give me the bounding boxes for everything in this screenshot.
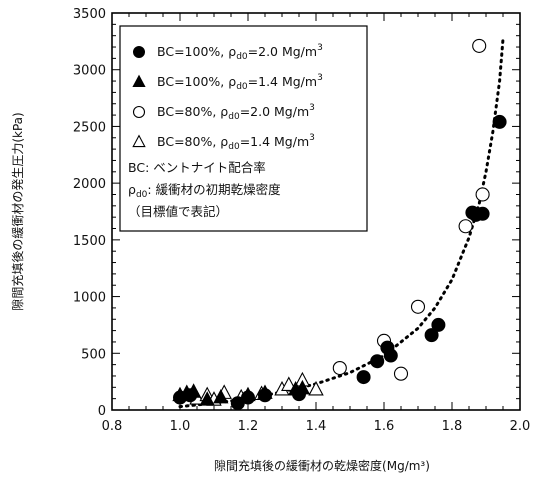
y-tick-label: 1000 bbox=[73, 291, 106, 306]
y-tick-label: 2000 bbox=[73, 177, 106, 192]
x-tick-label: 1.2 bbox=[238, 419, 259, 434]
axis-titles: 隙間充填後の緩衝材の乾燥密度(Mg/m³) 隙間充填後の緩衝材の発生圧力(kPa) bbox=[10, 112, 430, 473]
legend-label-rho-sub: d0 bbox=[228, 142, 240, 152]
plot-marks bbox=[172, 37, 507, 411]
legend-label-value: =1.4 Mg/m bbox=[240, 134, 309, 149]
data-point-filled-triangle bbox=[199, 391, 215, 406]
x-tick-label: 1.4 bbox=[306, 419, 327, 434]
legend-label-prefix: BC=100%, bbox=[157, 74, 228, 89]
legend-label-rho: ρ bbox=[220, 104, 228, 119]
note-bc: BC: ベントナイト配合率 bbox=[128, 160, 266, 175]
legend-label-rho-sub: d0 bbox=[228, 112, 240, 122]
legend-label-value: =2.0 Mg/m bbox=[240, 104, 309, 119]
legend-note: BC: ベントナイト配合率 bbox=[128, 160, 266, 175]
legend-label: BC=100%, ρd0=1.4 Mg/m3 bbox=[157, 73, 323, 92]
y-tick-label: 1500 bbox=[73, 234, 106, 249]
data-point-open-circle bbox=[475, 187, 490, 202]
legend-label: BC=80%, ρd0=1.4 Mg/m3 bbox=[157, 133, 315, 152]
legend-label: BC=100%, ρd0=2.0 Mg/m3 bbox=[157, 43, 323, 62]
legend-label-sup: 3 bbox=[309, 133, 315, 143]
data-point-filled-circle bbox=[475, 206, 490, 221]
legend-box bbox=[119, 25, 368, 232]
legend-note: （目標値で表記） bbox=[128, 204, 228, 219]
legend-label-value: =1.4 Mg/m bbox=[248, 74, 317, 89]
data-point-filled-circle bbox=[431, 317, 446, 332]
legend-note: ρd0: 緩衝材の初期乾燥密度 bbox=[128, 182, 281, 200]
legend-marker-open-circle bbox=[132, 105, 146, 119]
data-point-filled-circle bbox=[424, 328, 439, 343]
y-tick-label: 0 bbox=[98, 404, 106, 419]
data-point-open-circle bbox=[393, 366, 409, 381]
data-point-open-circle bbox=[332, 360, 347, 376]
legend-label-prefix: BC=100%, bbox=[157, 44, 228, 59]
data-point-filled-triangle bbox=[213, 388, 229, 404]
legend-label-rho: ρ bbox=[228, 44, 236, 59]
data-point-filled-circle bbox=[292, 387, 306, 402]
note-target: （目標値で表記） bbox=[128, 204, 228, 219]
legend-marker-open-triangle bbox=[132, 134, 146, 148]
data-point-open-triangle bbox=[308, 380, 324, 396]
legend-label-rho-sub: d0 bbox=[236, 82, 248, 92]
x-tick-label: 1.8 bbox=[442, 419, 463, 434]
note-rho-text: : 緩衝材の初期乾燥密度 bbox=[147, 182, 281, 197]
legend-marker-filled-triangle bbox=[132, 74, 146, 88]
legend-label-sup: 3 bbox=[317, 73, 323, 83]
data-point-filled-circle bbox=[492, 114, 507, 129]
note-rho: ρ bbox=[128, 182, 136, 197]
data-point-open-triangle bbox=[281, 376, 297, 391]
legend-label-prefix: BC=80%, bbox=[157, 134, 220, 149]
legend-label-rho: ρ bbox=[228, 74, 236, 89]
note-rho-sub: d0 bbox=[136, 190, 148, 200]
data-point-filled-circle bbox=[370, 354, 385, 369]
y-tick-label: 3000 bbox=[73, 64, 106, 79]
legend-label-rho: ρ bbox=[220, 134, 228, 149]
data-point-filled-circle bbox=[383, 348, 398, 363]
x-tick-label: 0.8 bbox=[102, 419, 123, 434]
legend-label-rho-sub: d0 bbox=[236, 52, 248, 62]
legend-marker-filled-circle bbox=[133, 46, 145, 58]
y-tick-label: 500 bbox=[81, 347, 106, 362]
data-point-filled-circle bbox=[183, 388, 198, 403]
plot-axes: 0.8 1.0 1.2 1.4 1.6 1.8 2.0 0 500 1000 1500 2000 250… bbox=[73, 7, 530, 434]
legend-label-value: =2.0 Mg/m bbox=[248, 44, 317, 59]
data-point-open-circle bbox=[458, 219, 473, 234]
x-axis-title: 隙間充填後の緩衝材の乾燥密度(Mg/m³) bbox=[214, 458, 430, 473]
legend-label: BC=80%, ρd0=2.0 Mg/m3 bbox=[157, 103, 315, 122]
x-tick-label: 1.6 bbox=[374, 419, 395, 434]
legend-label-prefix: BC=80%, bbox=[157, 104, 220, 119]
data-point-open-circle bbox=[472, 38, 487, 53]
y-tick-label: 3500 bbox=[73, 7, 106, 22]
y-axis-title: 隙間充填後の緩衝材の発生圧力(kPa) bbox=[10, 112, 25, 310]
legend-label-sup: 3 bbox=[317, 43, 323, 53]
x-tick-label: 1.0 bbox=[170, 419, 191, 434]
data-point-filled-circle bbox=[258, 388, 272, 403]
data-point-filled-circle bbox=[356, 370, 371, 385]
y-tick-label: 2500 bbox=[73, 120, 106, 135]
x-tick-label: 2.0 bbox=[510, 419, 531, 434]
data-point-open-circle bbox=[410, 299, 426, 314]
legend-label-sup: 3 bbox=[309, 103, 315, 113]
